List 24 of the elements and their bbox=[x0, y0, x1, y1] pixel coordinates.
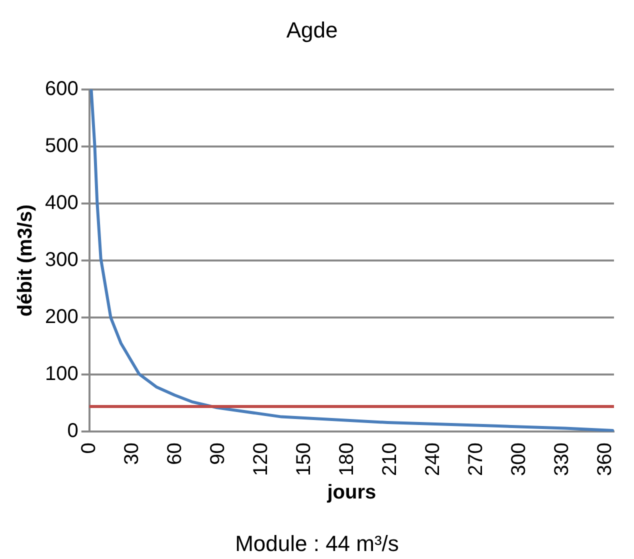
x-tick-label: 240 bbox=[422, 442, 444, 476]
x-tick-label: 60 bbox=[164, 442, 186, 465]
x-tick-label: 90 bbox=[206, 442, 229, 465]
y-tick-label: 200 bbox=[44, 306, 78, 328]
y-axis-title: débit (m3/s) bbox=[14, 204, 37, 317]
x-tick-label: 180 bbox=[336, 442, 358, 476]
chart-title: Agde bbox=[286, 17, 338, 42]
x-tick-label: 210 bbox=[378, 442, 401, 476]
y-tick-label: 0 bbox=[67, 420, 78, 442]
y-tick-label: 300 bbox=[44, 249, 78, 272]
x-tick-label: 120 bbox=[250, 442, 272, 476]
y-tick-label: 500 bbox=[44, 134, 78, 157]
x-tick-label: 360 bbox=[594, 442, 616, 476]
x-tick-label: 270 bbox=[464, 442, 487, 476]
x-axis-title: jours bbox=[326, 482, 376, 504]
text: Module : 44 m³/s bbox=[235, 531, 399, 556]
x-tick-label: 300 bbox=[508, 442, 530, 476]
x-tick-label: 30 bbox=[120, 442, 143, 465]
x-tick-label: 150 bbox=[292, 442, 315, 476]
x-tick-label: 0 bbox=[78, 442, 100, 454]
y-tick-label: 400 bbox=[44, 192, 78, 214]
y-tick-label: 100 bbox=[44, 363, 78, 386]
y-tick-label: 600 bbox=[44, 78, 78, 100]
x-tick-label: 330 bbox=[550, 442, 573, 476]
